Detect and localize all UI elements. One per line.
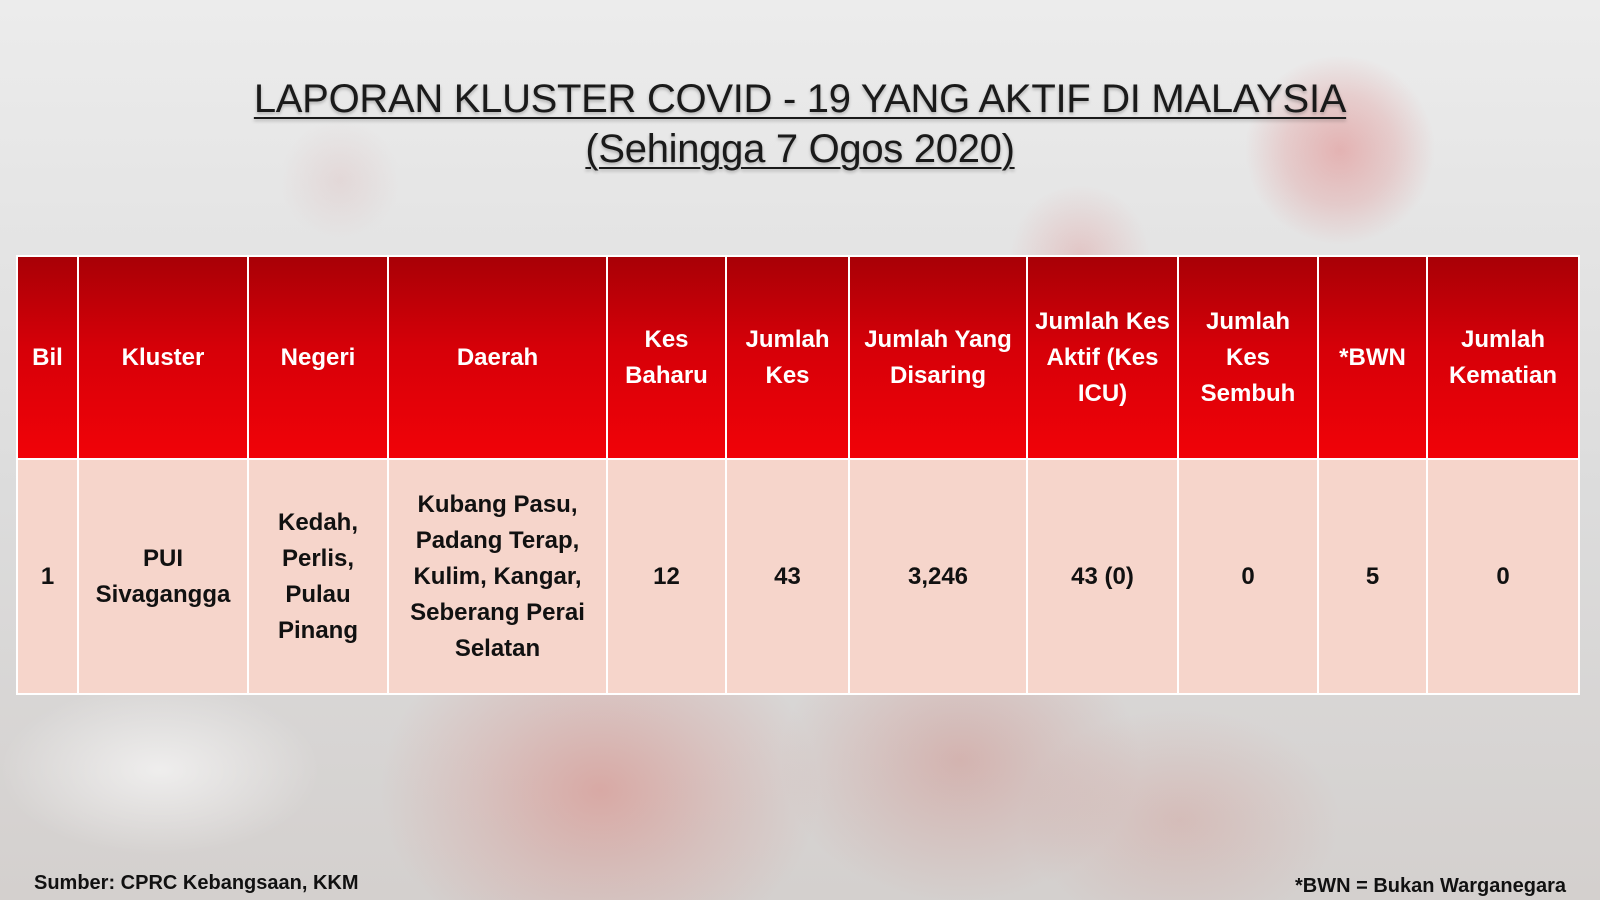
header-jumlah-kes-sembuh: Jumlah Kes Sembuh	[1177, 255, 1319, 460]
cell-jumlah-kes-sembuh: 0	[1177, 458, 1319, 695]
cell-jumlah-kes-aktif: 43 (0)	[1026, 458, 1179, 695]
header-negeri: Negeri	[247, 255, 389, 460]
cell-jumlah-disaring: 3,246	[848, 458, 1028, 695]
header-jumlah-kes: Jumlah Kes	[725, 255, 850, 460]
header-jumlah-disaring: Jumlah Yang Disaring	[848, 255, 1028, 460]
cell-negeri: Kedah, Perlis, Pulau Pinang	[247, 458, 389, 695]
cell-jumlah-kematian: 0	[1426, 458, 1580, 695]
header-daerah: Daerah	[387, 255, 608, 460]
cell-kluster: PUI Sivagangga	[77, 458, 249, 695]
table-header-row: Bil Kluster Negeri Daerah Kes Baharu Jum…	[16, 255, 1580, 460]
header-kes-baharu: Kes Baharu	[606, 255, 727, 460]
report-title: LAPORAN KLUSTER COVID - 19 YANG AKTIF DI…	[0, 74, 1600, 174]
source-note: Sumber: CPRC Kebangsaan, KKM	[34, 872, 359, 894]
cell-bwn: 5	[1317, 458, 1428, 695]
table-row: 1 PUI Sivagangga Kedah, Perlis, Pulau Pi…	[16, 458, 1580, 695]
cell-daerah: Kubang Pasu, Padang Terap, Kulim, Kangar…	[387, 458, 608, 695]
cell-jumlah-kes: 43	[725, 458, 850, 695]
header-jumlah-kematian: Jumlah Kematian	[1426, 255, 1580, 460]
header-jumlah-kes-aktif: Jumlah Kes Aktif (Kes ICU)	[1026, 255, 1179, 460]
header-bwn: *BWN	[1317, 255, 1428, 460]
cell-kes-baharu: 12	[606, 458, 727, 695]
header-kluster: Kluster	[77, 255, 249, 460]
cluster-table: Bil Kluster Negeri Daerah Kes Baharu Jum…	[16, 255, 1580, 695]
bwn-footnote: *BWN = Bukan Warganegara	[1295, 875, 1566, 897]
title-main: LAPORAN KLUSTER COVID - 19 YANG AKTIF DI…	[253, 77, 1347, 121]
title-date: (Sehingga 7 Ogos 2020)	[585, 127, 1015, 171]
cell-bil: 1	[16, 458, 79, 695]
header-bil: Bil	[16, 255, 79, 460]
